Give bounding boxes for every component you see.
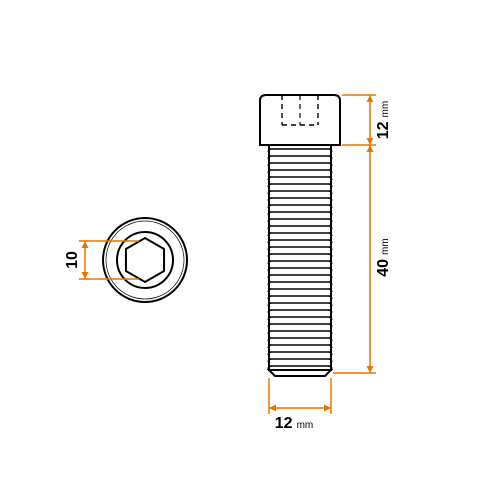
svg-text:12mm: 12mm — [375, 101, 392, 139]
bolt-technical-drawing: 10 12mm 12mm 40mm — [0, 0, 500, 500]
dim-thread-dia: 12mm — [275, 415, 313, 432]
dim-head-height: 12mm — [375, 101, 392, 139]
dim-hex-key-value: 10 — [64, 251, 81, 269]
bolt-shank — [269, 145, 331, 370]
bolt-head — [260, 95, 340, 145]
hex-socket — [126, 238, 164, 282]
bolt-tip — [269, 370, 331, 376]
svg-text:40mm: 40mm — [375, 238, 392, 276]
dim-thread-length: 40mm — [375, 238, 392, 276]
